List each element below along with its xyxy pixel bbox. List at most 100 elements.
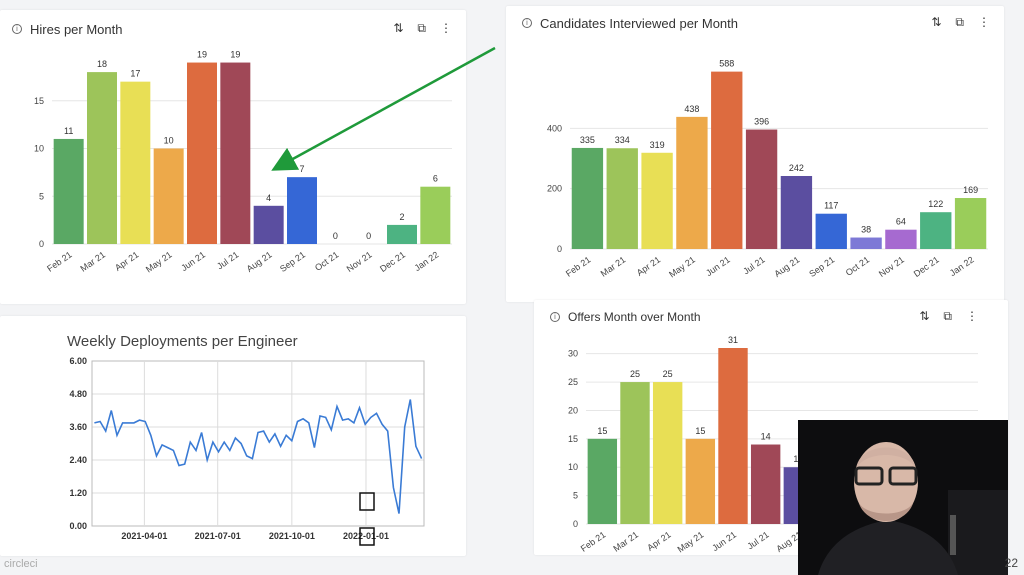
bar <box>718 348 748 524</box>
data-label: 64 <box>896 217 906 227</box>
bar <box>815 213 847 249</box>
x-tick-label: Aug 21 <box>245 249 274 274</box>
x-tick-label: Aug 21 <box>772 254 801 279</box>
y-tick-label: 15 <box>568 434 578 444</box>
series-line <box>94 399 423 514</box>
info-icon[interactable]: i <box>522 18 532 28</box>
bar <box>685 438 716 524</box>
data-label: 6 <box>433 174 438 184</box>
data-label: 19 <box>230 50 240 60</box>
data-label: 11 <box>64 126 73 136</box>
x-tick-label: May 21 <box>144 249 174 274</box>
copy-icon[interactable]: ⧉ <box>943 309 952 323</box>
candidates-panel-title: Candidates Interviewed per Month <box>540 15 739 31</box>
data-label: 438 <box>684 104 699 114</box>
x-tick-label: Feb 21 <box>564 254 593 278</box>
bar <box>676 116 708 250</box>
y-tick-label: 15 <box>34 96 44 106</box>
bar <box>954 198 987 249</box>
sort-icon[interactable]: ⇅ <box>393 21 404 35</box>
x-tick-label: May 21 <box>667 254 697 279</box>
x-tick-label: Jan 22 <box>948 254 976 278</box>
bar <box>87 72 117 244</box>
data-label: 17 <box>130 69 140 79</box>
deploy-chart-title: Weekly Deployments per Engineer <box>67 333 298 350</box>
x-tick-label: Sep 21 <box>807 254 836 279</box>
more-vertical-icon[interactable]: ⋮ <box>978 15 990 29</box>
data-label: 15 <box>695 426 705 436</box>
data-label: 4 <box>266 193 271 203</box>
y-tick-label: 200 <box>547 184 562 194</box>
x-tick-label: Jun 21 <box>704 254 732 278</box>
x-tick-label: Feb 21 <box>45 249 74 273</box>
bar <box>750 444 781 524</box>
x-tick-label: Jun 21 <box>710 529 738 553</box>
candidates-toolbar: ⇅ ⧉ ⋮ <box>931 16 990 28</box>
y-tick-label: 5 <box>39 191 44 201</box>
more-vertical-icon[interactable]: ⋮ <box>440 21 452 35</box>
bar <box>920 212 952 249</box>
y-tick-label: 3.60 <box>69 422 87 432</box>
offers-toolbar: ⇅ ⧉ ⋮ <box>919 310 978 322</box>
data-label: 14 <box>761 432 771 442</box>
data-label: 335 <box>580 135 595 145</box>
bar <box>220 62 251 244</box>
y-tick-label: 2.40 <box>69 455 87 465</box>
data-label: 117 <box>824 201 838 211</box>
bar <box>885 229 917 249</box>
x-tick-label: May 21 <box>676 529 706 554</box>
bar <box>780 175 813 249</box>
circleci-logo: circleci <box>4 558 38 570</box>
x-tick-label: Jun 21 <box>179 249 207 273</box>
hires-chart: 0 5 10 15 11 Feb 21 18 Mar 21 17 Apr 21 10 May 21 19… <box>34 50 452 275</box>
x-tick-label: Dec 21 <box>378 249 407 274</box>
y-tick-label: 6.00 <box>69 356 87 366</box>
bar <box>253 205 284 244</box>
bar <box>587 438 618 524</box>
data-label: 0 <box>333 231 338 241</box>
info-icon[interactable]: i <box>550 312 560 322</box>
x-tick-label: Oct 21 <box>313 249 340 272</box>
hires-panel: i Hires per Month ⇅ ⧉ ⋮ 0 5 10 15 11 Feb 21 18… <box>0 10 466 304</box>
info-icon[interactable]: i <box>12 24 22 34</box>
y-tick-label: 0 <box>557 244 562 254</box>
x-tick-label: Nov 21 <box>877 254 906 279</box>
y-tick-label: 0.00 <box>69 521 87 531</box>
x-tick-label: Apr 21 <box>113 249 140 272</box>
page-number: 22 <box>1004 556 1018 570</box>
data-label: 169 <box>963 185 978 195</box>
data-label: 242 <box>789 163 804 173</box>
copy-icon[interactable]: ⧉ <box>417 21 426 35</box>
sort-icon[interactable]: ⇅ <box>919 309 930 323</box>
presenter-video <box>798 420 1008 575</box>
data-label: 25 <box>630 369 640 379</box>
x-tick-label: Jul 21 <box>215 249 240 271</box>
y-tick-label: 400 <box>547 123 562 133</box>
y-tick-label: 10 <box>568 462 578 472</box>
y-tick-label: 20 <box>568 405 578 415</box>
bar <box>850 237 882 249</box>
data-label: 31 <box>728 335 738 345</box>
highlight-box <box>359 492 375 511</box>
x-tick-label: Jul 21 <box>745 529 770 551</box>
copy-icon[interactable]: ⧉ <box>955 15 964 29</box>
more-vertical-icon[interactable]: ⋮ <box>966 309 978 323</box>
presenter-webcam <box>798 420 1008 575</box>
bar <box>53 138 84 244</box>
x-tick-label: Jul 21 <box>741 254 766 276</box>
sort-icon[interactable]: ⇅ <box>931 15 942 29</box>
plot-frame <box>91 360 425 527</box>
bar <box>571 147 604 249</box>
y-tick-label: 25 <box>568 377 578 387</box>
data-label: 588 <box>719 59 734 69</box>
data-label: 7 <box>299 164 304 174</box>
x-tick-label: Apr 21 <box>645 529 672 552</box>
hires-toolbar: ⇅ ⧉ ⋮ <box>393 22 452 34</box>
data-label: 25 <box>663 369 673 379</box>
bar <box>606 148 638 249</box>
deploy-chart: Weekly Deployments per Engineer 0.00 1.20 2… <box>67 333 425 546</box>
candidates-panel: i Candidates Interviewed per Month ⇅ ⧉ ⋮… <box>506 6 1004 302</box>
y-tick-label: 5 <box>573 491 578 501</box>
x-tick-label: 2021-10-01 <box>269 531 315 541</box>
data-label: 10 <box>164 136 174 146</box>
